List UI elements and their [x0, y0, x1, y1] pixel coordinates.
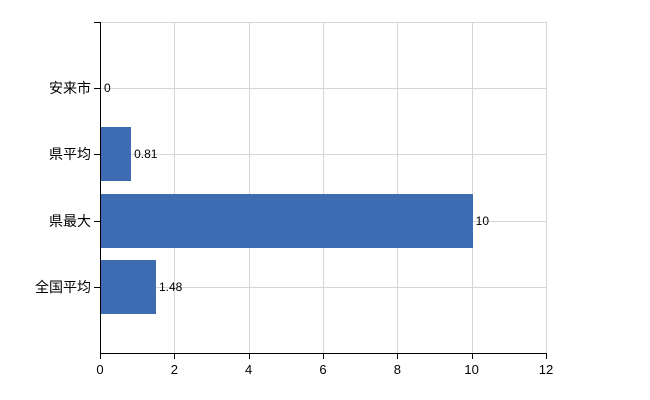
category-label: 県平均 — [49, 146, 91, 162]
bar — [101, 127, 131, 181]
gridline-horizontal — [100, 154, 546, 155]
gridline-vertical — [174, 22, 176, 353]
bar-value-label: 10 — [475, 214, 490, 228]
x-axis-line — [100, 353, 547, 354]
x-tick-mark — [323, 354, 324, 359]
bar-value-label: 0.81 — [134, 147, 158, 161]
y-axis-line — [100, 22, 101, 354]
x-tick-label: 12 — [538, 362, 554, 377]
x-tick-mark — [174, 354, 176, 359]
x-tick-mark — [248, 354, 250, 359]
x-tick-label: 8 — [393, 362, 401, 377]
x-tick-label: 4 — [245, 362, 253, 377]
y-tick-mark — [94, 88, 100, 89]
gridline-horizontal — [100, 287, 546, 288]
y-axis-top-cap — [94, 22, 100, 23]
gridline-vertical — [323, 22, 324, 353]
bar — [101, 260, 156, 314]
category-label: 全国平均 — [35, 279, 91, 295]
bar — [101, 194, 473, 248]
y-tick-mark — [94, 154, 100, 155]
y-tick-mark — [94, 287, 100, 288]
gridline-vertical — [471, 22, 473, 353]
gridline-horizontal — [100, 88, 546, 89]
y-tick-mark — [94, 221, 100, 222]
gridline-vertical — [546, 22, 547, 353]
x-tick-label: 10 — [464, 362, 479, 377]
x-tick-mark — [471, 354, 473, 359]
bar-value-label: 0 — [104, 81, 111, 95]
x-tick-mark — [546, 354, 547, 359]
x-tick-label: 2 — [170, 362, 178, 377]
x-tick-label: 6 — [319, 362, 327, 377]
category-label: 県最大 — [49, 213, 91, 229]
gridline-vertical — [397, 22, 399, 353]
x-tick-mark — [100, 354, 101, 359]
bar-value-label: 1.48 — [159, 280, 183, 294]
x-tick-mark — [397, 354, 399, 359]
x-tick-label: 0 — [96, 362, 104, 377]
category-label: 安来市 — [49, 80, 91, 96]
gridline-vertical — [248, 22, 250, 353]
